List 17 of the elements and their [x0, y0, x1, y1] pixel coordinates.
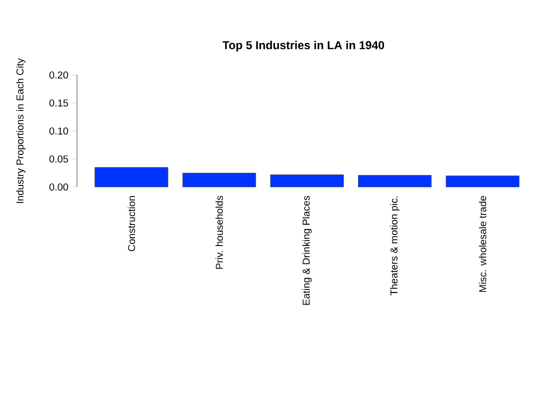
bar — [94, 167, 168, 188]
bar — [270, 174, 344, 188]
y-tick-label: 0.00 — [49, 183, 68, 191]
bar — [446, 176, 520, 188]
y-tick-label: 0.10 — [49, 127, 68, 135]
x-tick-label: Misc. wholesale trade — [478, 196, 486, 292]
chart-title: Top 5 Industries in LA in 1940 — [222, 40, 384, 52]
x-tick-label: Construction — [128, 196, 136, 252]
x-tick-label: Priv. households — [216, 196, 223, 269]
y-tick-label: 0.05 — [49, 155, 68, 163]
bar — [182, 172, 256, 188]
x-tick-label: Theaters & motion pic. — [390, 196, 400, 296]
y-axis-title: Industry Proportions in Each City — [16, 58, 26, 203]
y-tick-label: 0.15 — [49, 99, 68, 107]
y-tick-label: 0.20 — [49, 71, 68, 79]
x-tick-label: Eating & Drinking Places — [302, 196, 312, 305]
bar — [358, 175, 432, 188]
